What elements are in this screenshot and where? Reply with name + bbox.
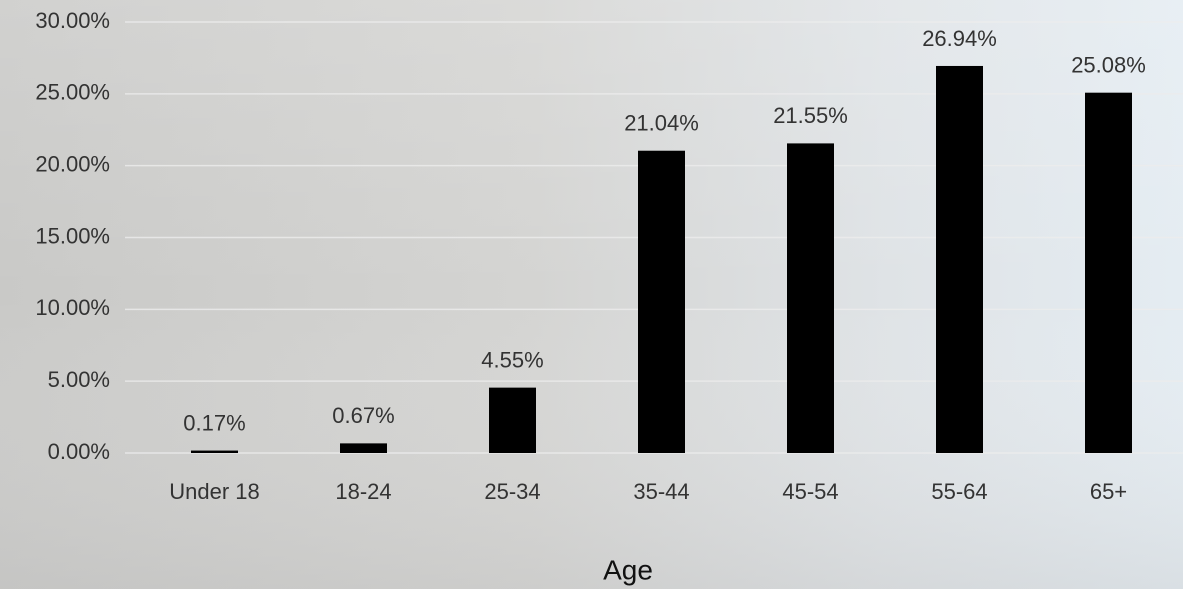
x-axis-title: Age (603, 554, 653, 585)
data-label: 26.94% (922, 26, 997, 51)
data-label: 4.55% (481, 347, 543, 372)
data-label: 0.67% (332, 403, 394, 428)
y-tick-label: 10.00% (35, 295, 110, 320)
x-tick-label: 18-24 (335, 479, 391, 504)
data-label: 21.55% (773, 103, 848, 128)
x-tick-label: 55-64 (931, 479, 987, 504)
y-tick-label: 20.00% (35, 151, 110, 176)
bar (936, 65, 983, 453)
data-label: 0.17% (183, 410, 245, 435)
bar (191, 450, 238, 453)
y-tick-label: 25.00% (35, 80, 110, 105)
x-tick-label: 35-44 (633, 479, 689, 504)
x-tick-label: 25-34 (484, 479, 540, 504)
y-tick-label: 5.00% (48, 367, 110, 392)
y-tick-label: 0.00% (48, 439, 110, 464)
data-label: 21.04% (624, 111, 699, 136)
data-label: 25.08% (1071, 52, 1146, 77)
bar (489, 387, 536, 453)
y-tick-label: 30.00% (35, 8, 110, 33)
y-tick-label: 15.00% (35, 223, 110, 248)
bar (1085, 92, 1132, 454)
x-tick-label: 45-54 (782, 479, 838, 504)
bar (638, 150, 685, 453)
bar (340, 443, 387, 453)
x-tick-label: 65+ (1090, 479, 1127, 504)
bar (787, 143, 834, 454)
x-tick-label: Under 18 (169, 479, 260, 504)
